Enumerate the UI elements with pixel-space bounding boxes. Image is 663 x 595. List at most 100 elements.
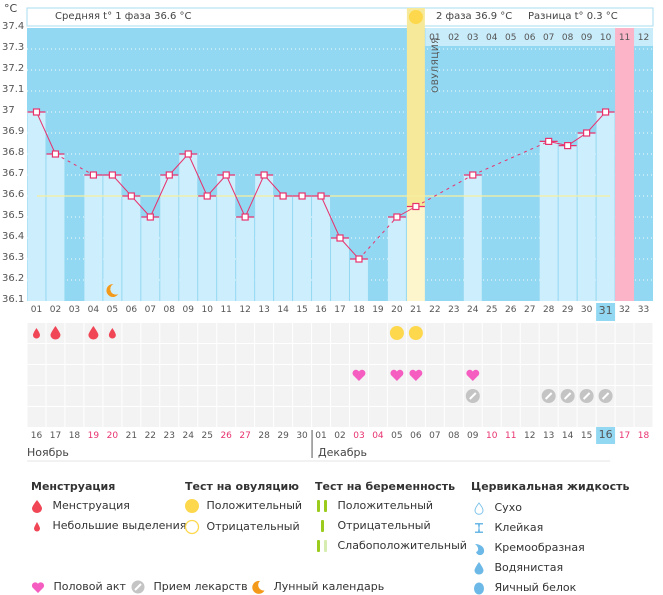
symptom-cell xyxy=(615,344,634,364)
calendar-date-label[interactable]: 30 xyxy=(296,431,308,441)
cycle-day-label[interactable]: 28 xyxy=(542,305,555,315)
calendar-date-label[interactable]: 16 xyxy=(30,431,43,441)
period-forecast-column xyxy=(615,28,635,301)
cycle-day-label[interactable]: 12 xyxy=(239,305,251,315)
calendar-date-label[interactable]: 05 xyxy=(391,431,403,441)
symptom-cell xyxy=(27,407,46,427)
next-cycle-day-label: 02 xyxy=(448,33,460,43)
legend-menstruation-title: Менструация xyxy=(31,480,116,493)
symptom-cell xyxy=(520,386,539,406)
cycle-day-label[interactable]: 25 xyxy=(486,305,498,315)
cycle-day-label[interactable]: 22 xyxy=(429,305,441,315)
symptom-cell xyxy=(577,323,596,343)
cycle-day-label[interactable]: 21 xyxy=(410,305,422,315)
symptom-cell xyxy=(103,407,122,427)
calendar-date-label[interactable]: 25 xyxy=(201,431,213,441)
cycle-day-label[interactable]: 15 xyxy=(296,305,308,315)
calendar-date-label[interactable]: 29 xyxy=(277,431,289,441)
calendar-date-label[interactable]: 06 xyxy=(410,431,422,441)
symptom-cell xyxy=(425,323,444,343)
symptom-cell xyxy=(463,323,482,343)
calendar-date-label[interactable]: 08 xyxy=(448,431,460,441)
calendar-date-label[interactable]: 09 xyxy=(467,431,479,441)
cycle-day-label[interactable]: 11 xyxy=(220,305,232,315)
cycle-day-label[interactable]: 07 xyxy=(144,305,157,315)
cycle-day-label[interactable]: 01 xyxy=(30,305,43,315)
cycle-day-label[interactable]: 19 xyxy=(372,305,384,315)
cycle-day-label[interactable]: 27 xyxy=(523,305,536,315)
cycle-day-label[interactable]: 23 xyxy=(448,305,460,315)
calendar-date-label[interactable]: 11 xyxy=(505,431,517,441)
cycle-day-label[interactable]: 06 xyxy=(125,305,138,315)
temperature-segment xyxy=(320,195,341,239)
temperature-point xyxy=(279,192,287,200)
cycle-day-label[interactable]: 04 xyxy=(87,305,100,315)
symptom-cell xyxy=(615,365,634,385)
watery-drop-icon xyxy=(474,562,484,575)
symptom-cell xyxy=(27,386,46,406)
calendar-date-label[interactable]: 01 xyxy=(315,431,327,441)
symptom-cell xyxy=(65,365,84,385)
y-tick-label: 37.4 xyxy=(2,21,25,32)
calendar-date-label[interactable]: 26 xyxy=(220,431,232,441)
heart-icon xyxy=(352,369,366,381)
y-tick-label: 36.8 xyxy=(2,147,25,158)
calendar-date-label[interactable]: 27 xyxy=(239,431,251,441)
cycle-day-label[interactable]: 10 xyxy=(201,305,213,315)
calendar-date-label[interactable]: 17 xyxy=(618,431,631,441)
calendar-date-label[interactable]: 03 xyxy=(353,431,365,441)
symptom-cell xyxy=(312,386,331,406)
cycle-day-label[interactable]: 08 xyxy=(163,305,175,315)
symptom-cell xyxy=(444,407,463,427)
symptom-cell xyxy=(387,386,406,406)
calendar-date-label[interactable]: 28 xyxy=(258,431,270,441)
calendar-date-label[interactable]: 22 xyxy=(144,431,157,441)
temperature-point xyxy=(412,202,420,211)
cycle-day-label[interactable]: 05 xyxy=(106,305,119,315)
temperature-bar xyxy=(387,217,406,301)
calendar-date-label[interactable]: 02 xyxy=(334,431,346,441)
calendar-date-label[interactable]: 07 xyxy=(429,431,441,441)
cycle-day-label[interactable]: 20 xyxy=(391,305,403,315)
cycle-day-label[interactable]: 30 xyxy=(580,305,593,315)
cycle-day-label[interactable]: 29 xyxy=(561,305,574,315)
calendar-date-label[interactable]: 18 xyxy=(637,431,650,441)
calendar-date-label[interactable]: 16 xyxy=(598,428,613,441)
temperature-point xyxy=(545,137,553,145)
cycle-day-label[interactable]: 24 xyxy=(467,305,479,315)
cycle-day-label[interactable]: 03 xyxy=(68,305,81,315)
calendar-date-label[interactable]: 13 xyxy=(542,431,555,441)
cycle-day-label[interactable]: 17 xyxy=(334,305,346,315)
calendar-date-label[interactable]: 21 xyxy=(125,431,138,441)
cycle-day-label[interactable]: 16 xyxy=(315,305,327,315)
cycle-day-label[interactable]: 33 xyxy=(637,305,650,315)
calendar-date-label[interactable]: 24 xyxy=(182,431,194,441)
calendar-date-label[interactable]: 17 xyxy=(49,431,62,441)
calendar-date-label[interactable]: 10 xyxy=(486,431,498,441)
cycle-day-label[interactable]: 32 xyxy=(618,305,631,315)
calendar-date-label[interactable]: 23 xyxy=(163,431,175,441)
next-cycle-day-label: 05 xyxy=(505,33,517,43)
calendar-date-label[interactable]: 18 xyxy=(68,431,81,441)
symptom-cell xyxy=(255,365,274,385)
symptom-cell xyxy=(463,344,482,364)
calendar-date-label[interactable]: 14 xyxy=(561,431,574,441)
symptom-cell xyxy=(501,344,520,364)
cycle-day-label[interactable]: 26 xyxy=(505,305,517,315)
symptom-cell xyxy=(634,344,653,364)
cycle-day-label[interactable]: 02 xyxy=(49,305,62,315)
calendar-date-label[interactable]: 19 xyxy=(87,431,100,441)
calendar-date-label[interactable]: 15 xyxy=(580,431,593,441)
cycle-day-label[interactable]: 13 xyxy=(258,305,270,315)
blood-drop-icon xyxy=(50,326,61,340)
cycle-day-label[interactable]: 14 xyxy=(277,305,289,315)
calendar-date-label[interactable]: 20 xyxy=(106,431,119,441)
cycle-day-label[interactable]: 31 xyxy=(598,304,613,317)
calendar-date-label[interactable]: 04 xyxy=(372,431,384,441)
legend-ovulation-negative: Отрицательный xyxy=(184,519,300,535)
next-cycle-day-label: 03 xyxy=(467,33,479,43)
legend-cervical-watery: Водянистая xyxy=(473,561,563,575)
cycle-day-label[interactable]: 09 xyxy=(182,305,194,315)
calendar-date-label[interactable]: 12 xyxy=(523,431,536,441)
cycle-day-label[interactable]: 18 xyxy=(353,305,365,315)
